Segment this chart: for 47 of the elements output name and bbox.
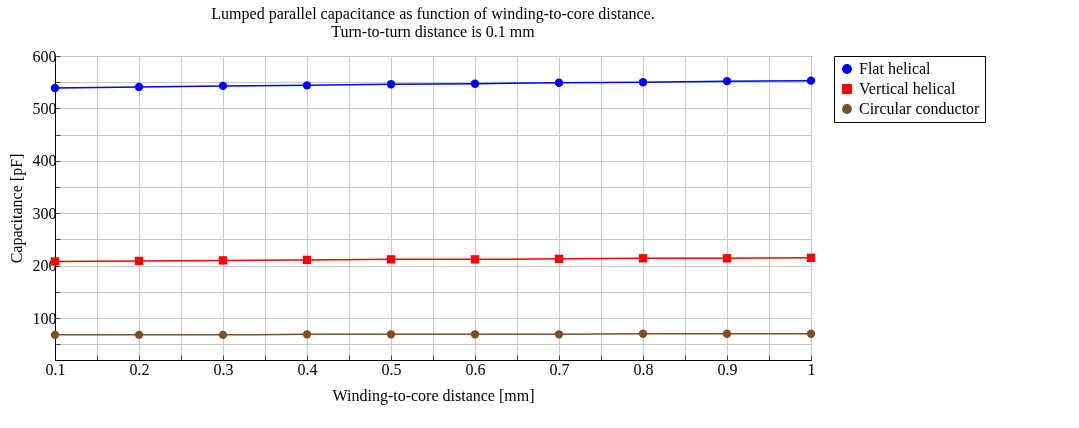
legend-label: Vertical helical <box>859 80 956 97</box>
point <box>554 330 564 339</box>
y-axis-title: Capacitance [pF] <box>7 153 26 264</box>
point <box>470 255 480 264</box>
point <box>386 80 396 89</box>
point <box>638 254 648 263</box>
x-tick-label: 0.7 <box>549 360 570 378</box>
point <box>302 255 312 265</box>
point <box>554 254 564 264</box>
point <box>470 330 480 339</box>
x-tick-label: 0.4 <box>297 360 318 378</box>
x-tick-label: 1 <box>807 360 816 378</box>
x-tick-label: 0.9 <box>717 360 738 378</box>
x-tick-label: 0.3 <box>213 360 234 378</box>
point <box>302 81 312 90</box>
y-tick-label: 600 <box>32 47 57 65</box>
x-tick-label: 0.5 <box>381 360 402 378</box>
point <box>134 330 144 340</box>
point <box>722 76 732 86</box>
point <box>806 253 816 262</box>
point <box>386 330 396 339</box>
x-tick-label: 0.6 <box>465 360 486 378</box>
point <box>722 329 732 338</box>
point <box>638 329 648 338</box>
x-axis-title: Winding-to-core distance [mm] <box>332 386 535 405</box>
x-tick-label: 0.1 <box>45 360 66 378</box>
chart-subtitle: Turn-to-turn distance is 0.1 mm <box>331 23 536 40</box>
legend-label: Circular conductor <box>859 100 981 117</box>
point <box>218 256 228 265</box>
point <box>50 330 60 340</box>
point <box>722 254 732 263</box>
legend-label: Flat helical <box>859 60 932 77</box>
x-tick-label: 0.8 <box>633 360 654 378</box>
point <box>218 81 228 91</box>
x-tick-label: 0.2 <box>129 360 150 378</box>
point <box>638 78 648 87</box>
point <box>134 256 144 266</box>
chart-title: Lumped parallel capacitance as function of winding-to-core distance. <box>211 5 655 23</box>
point <box>134 82 144 92</box>
point <box>470 79 480 88</box>
point <box>806 329 816 338</box>
point <box>386 255 396 264</box>
point <box>50 83 60 93</box>
point <box>218 330 228 340</box>
point <box>554 78 564 87</box>
point <box>806 76 816 85</box>
point <box>302 330 312 339</box>
